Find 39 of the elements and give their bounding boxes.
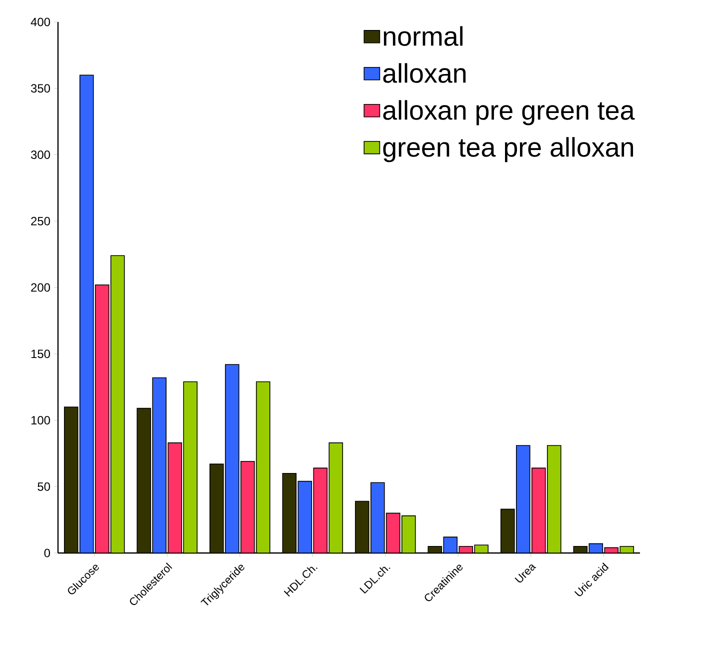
bar [168,442,182,553]
bar [298,480,312,553]
bar [94,284,110,553]
bar [500,508,515,553]
y-tick-label: 250 [31,216,50,226]
bar [110,255,125,553]
y-tick-label: 400 [30,18,50,26]
bar [401,515,416,553]
bar [282,472,297,553]
y-tick-label: 200 [31,283,50,292]
bar [64,406,78,553]
legend-label: alloxan [383,63,466,83]
y-tick-label: 0 [44,548,50,558]
y-tick-label: 50 [38,482,50,491]
legend-label: normal [384,26,462,46]
y-tick-label: 150 [31,350,50,358]
x-tick-label: Urea [514,564,536,582]
y-tick-label: 350 [30,84,50,93]
legend-label: alloxan pre green tea [383,100,635,126]
y-tick-label: 300 [30,150,50,159]
bar [209,464,224,553]
y-tick-label: 100 [31,416,50,424]
bar [516,445,530,553]
bar [546,445,562,553]
bar [183,381,198,553]
bar [136,408,152,553]
bar [256,381,270,553]
bar [152,377,167,553]
bar [79,74,94,553]
bar [240,461,255,553]
bar [531,468,546,553]
bar [354,500,370,553]
bar [313,468,328,553]
legend-label: green tea pre alloxan [383,137,634,162]
bar [224,364,240,553]
x-tick-label: Uric acid [574,562,609,596]
bar [386,512,400,553]
bar [328,442,344,553]
bar [370,482,385,553]
